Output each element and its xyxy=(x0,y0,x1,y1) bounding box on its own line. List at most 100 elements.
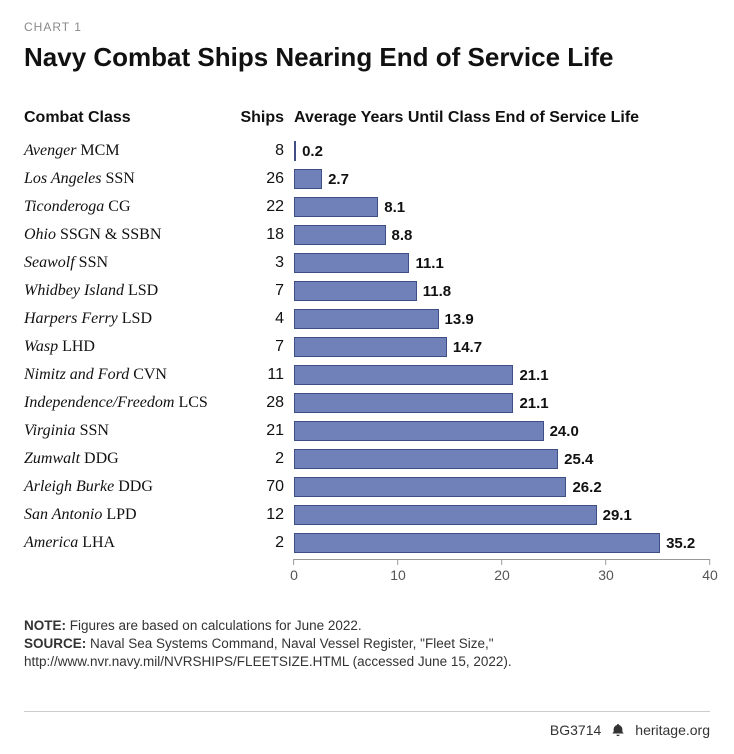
table-row: Nimitz and Ford CVN11 21.1 xyxy=(24,361,710,389)
bar-area: 24.0 xyxy=(294,417,710,445)
table-row: San Antonio LPD1229.1 xyxy=(24,501,710,529)
class-name: Arleigh Burke DDG xyxy=(24,478,234,496)
bar-area: 0.2 xyxy=(294,137,710,165)
ships-count: 21 xyxy=(234,422,294,440)
table-row: Ticonderoga CG22 8.1 xyxy=(24,193,710,221)
class-name: Avenger MCM xyxy=(24,142,234,160)
table-row: Virginia SSN21 24.0 xyxy=(24,417,710,445)
bar xyxy=(294,225,386,245)
bar xyxy=(294,337,447,357)
class-name: Ticonderoga CG xyxy=(24,198,234,216)
bar xyxy=(294,281,417,301)
table-row: Avenger MCM80.2 xyxy=(24,137,710,165)
x-tick: 30 xyxy=(598,559,614,583)
ships-count: 28 xyxy=(234,394,294,412)
chart-title: Navy Combat Ships Nearing End of Service… xyxy=(24,42,710,73)
table-row: Whidbey Island LSD711.8 xyxy=(24,277,710,305)
bar-area: 2.7 xyxy=(294,165,710,193)
table-row: Seawolf SSN3 11.1 xyxy=(24,249,710,277)
bar-value-label: 11.1 xyxy=(415,255,443,272)
ships-count: 70 xyxy=(234,478,294,496)
bar-area: 26.2 xyxy=(294,473,710,501)
class-name: Los Angeles SSN xyxy=(24,170,234,188)
chart-number-label: CHART 1 xyxy=(24,20,710,34)
x-tick: 20 xyxy=(494,559,510,583)
table-row: Los Angeles SSN26 2.7 xyxy=(24,165,710,193)
bar-area: 11.1 xyxy=(294,249,710,277)
ships-count: 3 xyxy=(234,254,294,272)
bar xyxy=(294,449,558,469)
class-name: Zumwalt DDG xyxy=(24,450,234,468)
header-ships: Ships xyxy=(234,109,294,127)
class-name: Wasp LHD xyxy=(24,338,234,356)
ships-count: 22 xyxy=(234,198,294,216)
notes-block: NOTE: Figures are based on calculations … xyxy=(24,617,710,672)
bar-value-label: 2.7 xyxy=(328,171,349,188)
bar-area: 8.1 xyxy=(294,193,710,221)
chart-rows: Avenger MCM80.2 Los Angeles SSN26 2.7 Ticon… xyxy=(24,137,710,557)
bar-area: 29.1 xyxy=(294,501,710,529)
bar-area: 13.9 xyxy=(294,305,710,333)
bar xyxy=(294,421,544,441)
bar xyxy=(294,197,378,217)
table-row: Ohio SSGN & SSBN18 8.8 xyxy=(24,221,710,249)
footer: BG3714 heritage.org xyxy=(24,711,710,738)
bar xyxy=(294,253,409,273)
class-name: America LHA xyxy=(24,534,234,552)
doc-id: BG3714 xyxy=(550,722,601,738)
bar xyxy=(294,169,322,189)
bar xyxy=(294,393,513,413)
class-name: San Antonio LPD xyxy=(24,506,234,524)
bar-area: 8.8 xyxy=(294,221,710,249)
ships-count: 8 xyxy=(234,142,294,160)
class-name: Independence/Freedom LCS xyxy=(24,394,234,412)
note-label: NOTE: xyxy=(24,618,66,633)
bar-area: 35.2 xyxy=(294,529,710,557)
bar-value-label: 21.1 xyxy=(519,395,548,412)
x-tick: 0 xyxy=(290,559,298,583)
bar xyxy=(294,141,296,161)
table-row: Independence/Freedom LCS28 21.1 xyxy=(24,389,710,417)
ships-count: 7 xyxy=(234,338,294,356)
table-row: Harpers Ferry LSD413.9 xyxy=(24,305,710,333)
class-name: Harpers Ferry LSD xyxy=(24,310,234,328)
bar-value-label: 14.7 xyxy=(453,339,482,356)
ships-count: 2 xyxy=(234,450,294,468)
source-text: Naval Sea Systems Command, Naval Vessel … xyxy=(24,636,512,669)
bar xyxy=(294,533,660,553)
bar xyxy=(294,505,597,525)
bar-value-label: 21.1 xyxy=(519,367,548,384)
header-years: Average Years Until Class End of Service… xyxy=(294,109,710,127)
class-name: Virginia SSN xyxy=(24,422,234,440)
ships-count: 4 xyxy=(234,310,294,328)
x-tick: 40 xyxy=(702,559,718,583)
table-row: Zumwalt DDG2 25.4 xyxy=(24,445,710,473)
class-name: Seawolf SSN xyxy=(24,254,234,272)
x-axis-scale: 010203040 xyxy=(294,559,710,585)
bar-value-label: 8.1 xyxy=(384,199,405,216)
bar-value-label: 26.2 xyxy=(572,479,601,496)
column-headers: Combat Class Ships Average Years Until C… xyxy=(24,109,710,127)
ships-count: 2 xyxy=(234,534,294,552)
bar-value-label: 24.0 xyxy=(550,423,579,440)
x-tick: 10 xyxy=(390,559,406,583)
site-label: heritage.org xyxy=(635,722,710,738)
bar xyxy=(294,309,439,329)
class-name: Nimitz and Ford CVN xyxy=(24,366,234,384)
ships-count: 7 xyxy=(234,282,294,300)
bar-value-label: 8.8 xyxy=(392,227,413,244)
table-row: America LHA235.2 xyxy=(24,529,710,557)
bar-area: 14.7 xyxy=(294,333,710,361)
class-name: Ohio SSGN & SSBN xyxy=(24,226,234,244)
bar-area: 21.1 xyxy=(294,361,710,389)
ships-count: 26 xyxy=(234,170,294,188)
x-axis: 010203040 xyxy=(24,559,710,585)
bell-icon xyxy=(611,723,625,737)
ships-count: 12 xyxy=(234,506,294,524)
ships-count: 18 xyxy=(234,226,294,244)
bar xyxy=(294,365,513,385)
bar-value-label: 25.4 xyxy=(564,451,593,468)
bar-area: 21.1 xyxy=(294,389,710,417)
ships-count: 11 xyxy=(234,366,294,384)
bar-area: 11.8 xyxy=(294,277,710,305)
